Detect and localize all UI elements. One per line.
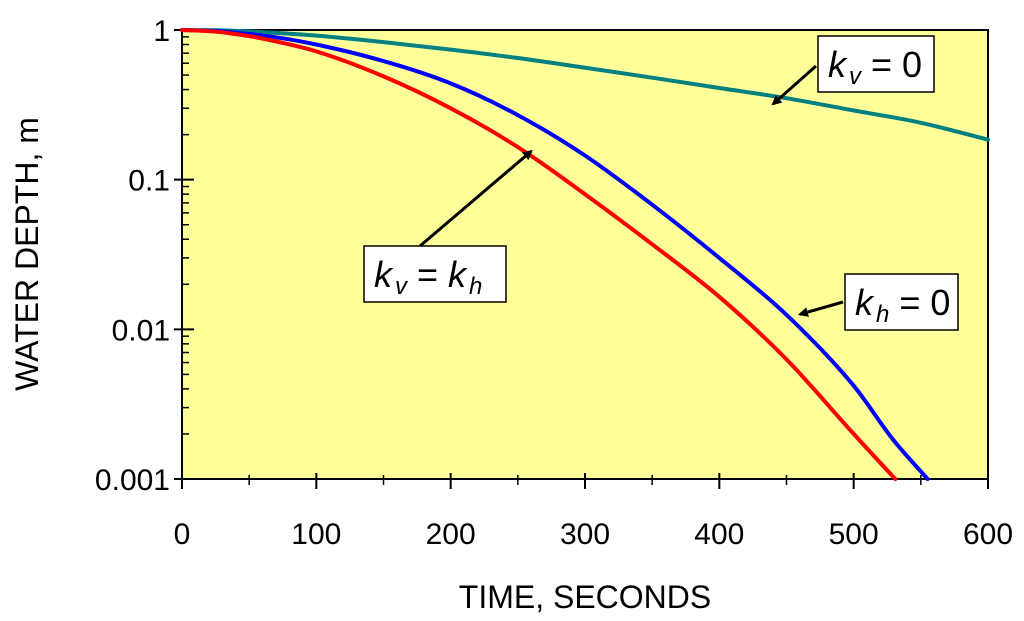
x-tick-label: 600 [963,518,1013,551]
annotation-arrow [419,149,533,248]
y-tick-label: 0.01 [112,314,170,347]
annotation-label-part: k [438,254,468,295]
series-line-kh-0 [180,28,930,481]
x-axis-ticks: 0 100 200 300 400 500 600 [174,473,1013,551]
plot-area [181,29,989,480]
annotation-label-part: k [374,254,394,295]
y-tick-label: 0.1 [128,165,170,198]
x-axis-title: TIME, SECONDS [459,579,711,615]
annotation-box [363,245,507,303]
series-line-kv-kh [180,28,898,481]
y-tick-label: 0.001 [95,464,170,497]
annotation-box [844,273,959,331]
annotation-arrow [771,64,817,106]
x-tick-label: 300 [560,518,610,551]
annotation-label-part: = 0 [889,282,950,323]
annotation-box [817,35,935,93]
x-tick-label: 500 [829,518,879,551]
y-tick-label: 1 [153,15,170,48]
annotation-label-part: v [395,273,409,300]
annotation-label-part: = 0 [861,44,922,85]
series-line-kv-0 [180,28,990,142]
annotation-label-part: h [876,301,889,328]
y-axis-ticks: 0.001 0.01 0.1 1 [95,15,194,497]
annotation-arrow [798,300,844,317]
x-tick-label: 400 [694,518,744,551]
y-axis-title: WATER DEPTH, m [9,117,45,391]
x-tick-label: 0 [174,518,191,551]
annotation-label-part: v [849,63,863,90]
annotation-label-part: = [407,254,438,295]
x-tick-label: 100 [291,518,341,551]
annotation-label-part: k [828,44,848,85]
series-layer [180,28,990,481]
annotation-label-part: h [469,273,482,300]
x-tick-label: 200 [426,518,476,551]
annotation-label-part: k [855,282,875,323]
